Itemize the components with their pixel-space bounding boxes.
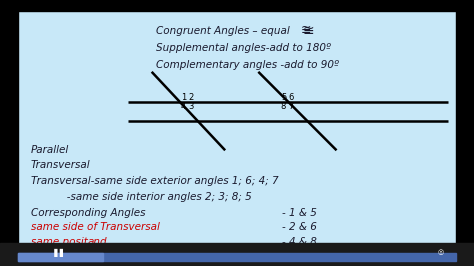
Text: ≅: ≅	[302, 24, 314, 38]
Text: 3: 3	[188, 102, 193, 111]
Text: ▐▐: ▐▐	[50, 248, 64, 257]
Text: 6: 6	[288, 93, 294, 102]
Text: 7: 7	[288, 102, 294, 111]
Bar	[456, 0, 474, 266]
Text: Transversal: Transversal	[31, 160, 91, 171]
Text: - 3 & 7: - 3 & 7	[282, 251, 317, 261]
Text: ≅: ≅	[301, 24, 311, 37]
Text: 4: 4	[180, 102, 186, 111]
Text: - 1 & 5: - 1 & 5	[282, 208, 317, 218]
Text: - 4 & 8: - 4 & 8	[282, 236, 317, 247]
Bar	[0, 0, 474, 11]
Bar	[0, 0, 18, 266]
Text: Complementary angles -add to 90º: Complementary angles -add to 90º	[156, 60, 339, 70]
Text: 1: 1	[181, 93, 187, 102]
Text: Corresponding Angles: Corresponding Angles	[31, 208, 146, 218]
Text: Congruent Angles – equal: Congruent Angles – equal	[156, 26, 290, 36]
Bar	[18, 253, 456, 261]
Text: 5: 5	[282, 93, 287, 102]
Text: 2: 2	[188, 93, 193, 102]
Bar	[0, 243, 474, 266]
Text: 8: 8	[280, 102, 286, 111]
Text: - 2 & 6: - 2 & 6	[282, 222, 317, 232]
Text: same side of Transversal: same side of Transversal	[31, 222, 160, 232]
Text: ◎: ◎	[438, 249, 444, 255]
Text: Supplemental angles-add to 180º: Supplemental angles-add to 180º	[156, 43, 331, 53]
Text: and: and	[88, 236, 107, 247]
Text: -same side interior angles 2; 3; 8; 5: -same side interior angles 2; 3; 8; 5	[31, 192, 252, 202]
Text: Transversal-same side exterior angles 1; 6; 4; 7: Transversal-same side exterior angles 1;…	[31, 176, 278, 186]
Bar	[18, 253, 103, 261]
Text: same posit: same posit	[31, 236, 88, 247]
Text: Parallel: Parallel	[31, 145, 69, 155]
